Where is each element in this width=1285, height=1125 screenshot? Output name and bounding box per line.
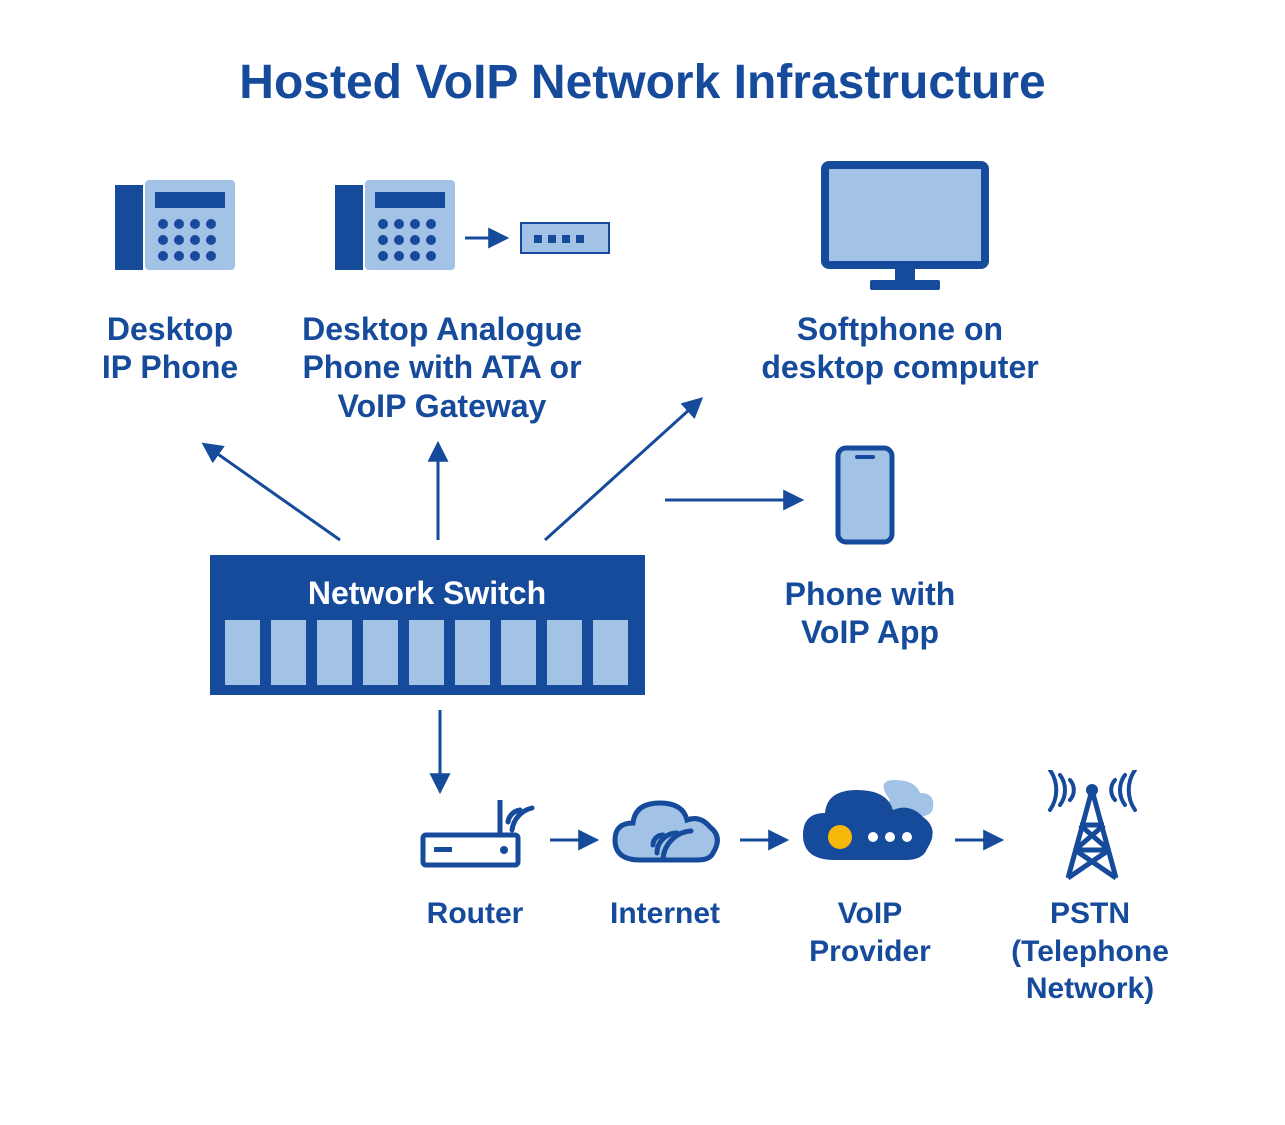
ip-phone-icon bbox=[115, 180, 235, 270]
switch-port bbox=[409, 620, 444, 685]
switch-port bbox=[455, 620, 490, 685]
voip-app-label: Phone withVoIP App bbox=[760, 575, 980, 652]
switch-port bbox=[501, 620, 536, 685]
arrow bbox=[205, 445, 340, 540]
ata-box-icon bbox=[520, 222, 610, 254]
softphone-monitor-icon bbox=[820, 160, 990, 290]
router-label: Router bbox=[405, 895, 545, 933]
analogue-phone-label: Desktop AnaloguePhone with ATA orVoIP Ga… bbox=[282, 310, 602, 425]
switch-port bbox=[271, 620, 306, 685]
internet-cloud-icon bbox=[605, 795, 725, 875]
voip-provider-icon bbox=[795, 775, 945, 875]
softphone-label: Softphone ondesktop computer bbox=[730, 310, 1070, 387]
switch-port bbox=[363, 620, 398, 685]
switch-port bbox=[593, 620, 628, 685]
internet-label: Internet bbox=[585, 895, 745, 933]
pstn-tower-icon bbox=[1020, 770, 1165, 880]
ip-phone-label: DesktopIP Phone bbox=[70, 310, 270, 387]
mobile-phone-icon bbox=[835, 445, 895, 545]
analogue-phone-icon bbox=[335, 180, 455, 270]
network-switch-label: Network Switch bbox=[277, 575, 577, 612]
diagram-title: Hosted VoIP Network Infrastructure bbox=[0, 55, 1285, 110]
switch-port bbox=[225, 620, 260, 685]
provider-label: VoIPProvider bbox=[780, 895, 960, 970]
switch-port bbox=[547, 620, 582, 685]
switch-port bbox=[317, 620, 352, 685]
router-icon bbox=[420, 790, 535, 870]
pstn-label: PSTN(TelephoneNetwork) bbox=[990, 895, 1190, 1008]
